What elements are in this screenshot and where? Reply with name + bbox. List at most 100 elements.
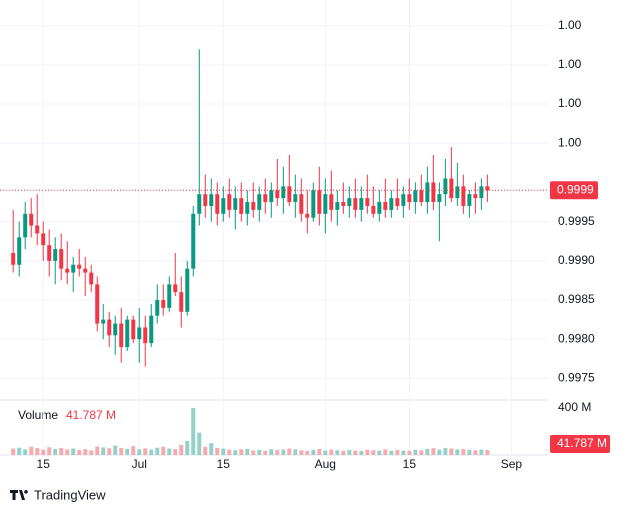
volume-bar bbox=[173, 449, 178, 455]
candle-body bbox=[167, 284, 172, 308]
volume-bar bbox=[203, 446, 208, 455]
candle-body bbox=[239, 198, 244, 214]
candle-body bbox=[161, 300, 166, 308]
volume-bar bbox=[437, 449, 442, 455]
volume-bar bbox=[431, 448, 436, 455]
volume-bar bbox=[167, 448, 172, 455]
candle-body bbox=[359, 198, 364, 210]
candle-body bbox=[89, 272, 94, 285]
volume-bar bbox=[389, 450, 394, 455]
candle-body bbox=[65, 268, 70, 273]
volume-bar bbox=[299, 450, 304, 455]
candle-body bbox=[53, 249, 58, 261]
candle-body bbox=[455, 186, 460, 199]
volume-tick-label: 400 M bbox=[558, 400, 591, 414]
brand-logo: TradingView bbox=[10, 487, 106, 502]
volume-bar bbox=[347, 450, 352, 455]
volume-bar bbox=[479, 449, 484, 455]
candle-body bbox=[101, 319, 106, 324]
candle-body bbox=[155, 300, 160, 316]
volume-bar bbox=[221, 448, 226, 455]
candle-body bbox=[47, 245, 52, 261]
candle-body bbox=[23, 213, 28, 238]
candle-body bbox=[377, 202, 382, 214]
y-tick-label: 1.00 bbox=[558, 135, 582, 149]
candle-body bbox=[413, 190, 418, 203]
volume-bar bbox=[275, 450, 280, 455]
candle-body bbox=[137, 327, 142, 340]
x-tick-label: 15 bbox=[403, 457, 417, 471]
candle-body bbox=[203, 194, 208, 206]
candle-body bbox=[179, 292, 184, 312]
candle-body bbox=[323, 194, 328, 214]
candle-body bbox=[365, 198, 370, 206]
volume-bar bbox=[269, 449, 274, 455]
candle-body bbox=[311, 190, 316, 218]
volume-bar bbox=[383, 449, 388, 455]
candle-body bbox=[293, 194, 298, 203]
y-tick-label: 0.9990 bbox=[558, 253, 595, 267]
candle-body bbox=[173, 284, 178, 293]
volume-bar bbox=[227, 449, 232, 455]
volume-bar bbox=[53, 448, 58, 455]
volume-bar bbox=[395, 450, 400, 455]
candle-body bbox=[119, 323, 124, 348]
volume-title: Volume bbox=[18, 408, 58, 422]
volume-bar bbox=[119, 447, 124, 455]
volume-bar bbox=[161, 446, 166, 455]
volume-bar bbox=[101, 447, 106, 455]
candle-body bbox=[191, 213, 196, 269]
candle-body bbox=[383, 202, 388, 210]
candle-body bbox=[131, 319, 136, 340]
candle-body bbox=[11, 252, 16, 265]
candle-body bbox=[287, 186, 292, 203]
volume-bar bbox=[365, 449, 370, 455]
candle-body bbox=[197, 194, 202, 214]
brand-name: TradingView bbox=[34, 487, 106, 502]
candle-body bbox=[353, 198, 358, 210]
last-price-label: 0.9999 bbox=[557, 182, 594, 196]
candle-body bbox=[35, 225, 40, 234]
volume-bar bbox=[467, 449, 472, 455]
volume-bar bbox=[239, 449, 244, 455]
volume-bar bbox=[95, 446, 100, 455]
volume-bar bbox=[377, 450, 382, 455]
volume-bar bbox=[17, 447, 22, 455]
y-tick-label: 0.9995 bbox=[558, 214, 595, 228]
volume-bar bbox=[329, 449, 334, 455]
volume-bar bbox=[473, 450, 478, 455]
candle-body bbox=[251, 202, 256, 210]
y-tick-label: 0.9985 bbox=[558, 292, 595, 306]
y-tick-label: 1.00 bbox=[558, 57, 582, 71]
candle-body bbox=[221, 198, 226, 214]
volume-bar bbox=[47, 447, 52, 455]
candle-body bbox=[209, 194, 214, 206]
candle-body bbox=[485, 186, 490, 191]
volume-bar bbox=[71, 448, 76, 455]
candle-body bbox=[143, 327, 148, 344]
volume-bar bbox=[137, 449, 142, 455]
candle-body bbox=[113, 323, 118, 336]
volume-bar bbox=[83, 449, 88, 455]
candle-body bbox=[473, 194, 478, 199]
candle-body bbox=[299, 194, 304, 214]
candle-body bbox=[17, 237, 22, 265]
candle-body bbox=[437, 194, 442, 203]
y-tick-label: 0.9980 bbox=[558, 331, 595, 345]
volume-bar bbox=[485, 450, 490, 455]
candle-body bbox=[449, 178, 454, 199]
last-price-box bbox=[550, 181, 598, 200]
volume-bar bbox=[413, 449, 418, 455]
candle-body bbox=[407, 194, 412, 203]
volume-bar bbox=[149, 449, 154, 455]
candle-body bbox=[335, 202, 340, 210]
last-volume-box bbox=[550, 435, 610, 453]
volume-bar bbox=[11, 448, 16, 455]
y-tick-label: 1.00 bbox=[558, 96, 582, 110]
volume-bar bbox=[443, 447, 448, 455]
volume-bar bbox=[257, 449, 262, 455]
volume-bar bbox=[209, 443, 214, 455]
x-tick-label: 15 bbox=[37, 457, 51, 471]
volume-bar bbox=[41, 449, 46, 455]
